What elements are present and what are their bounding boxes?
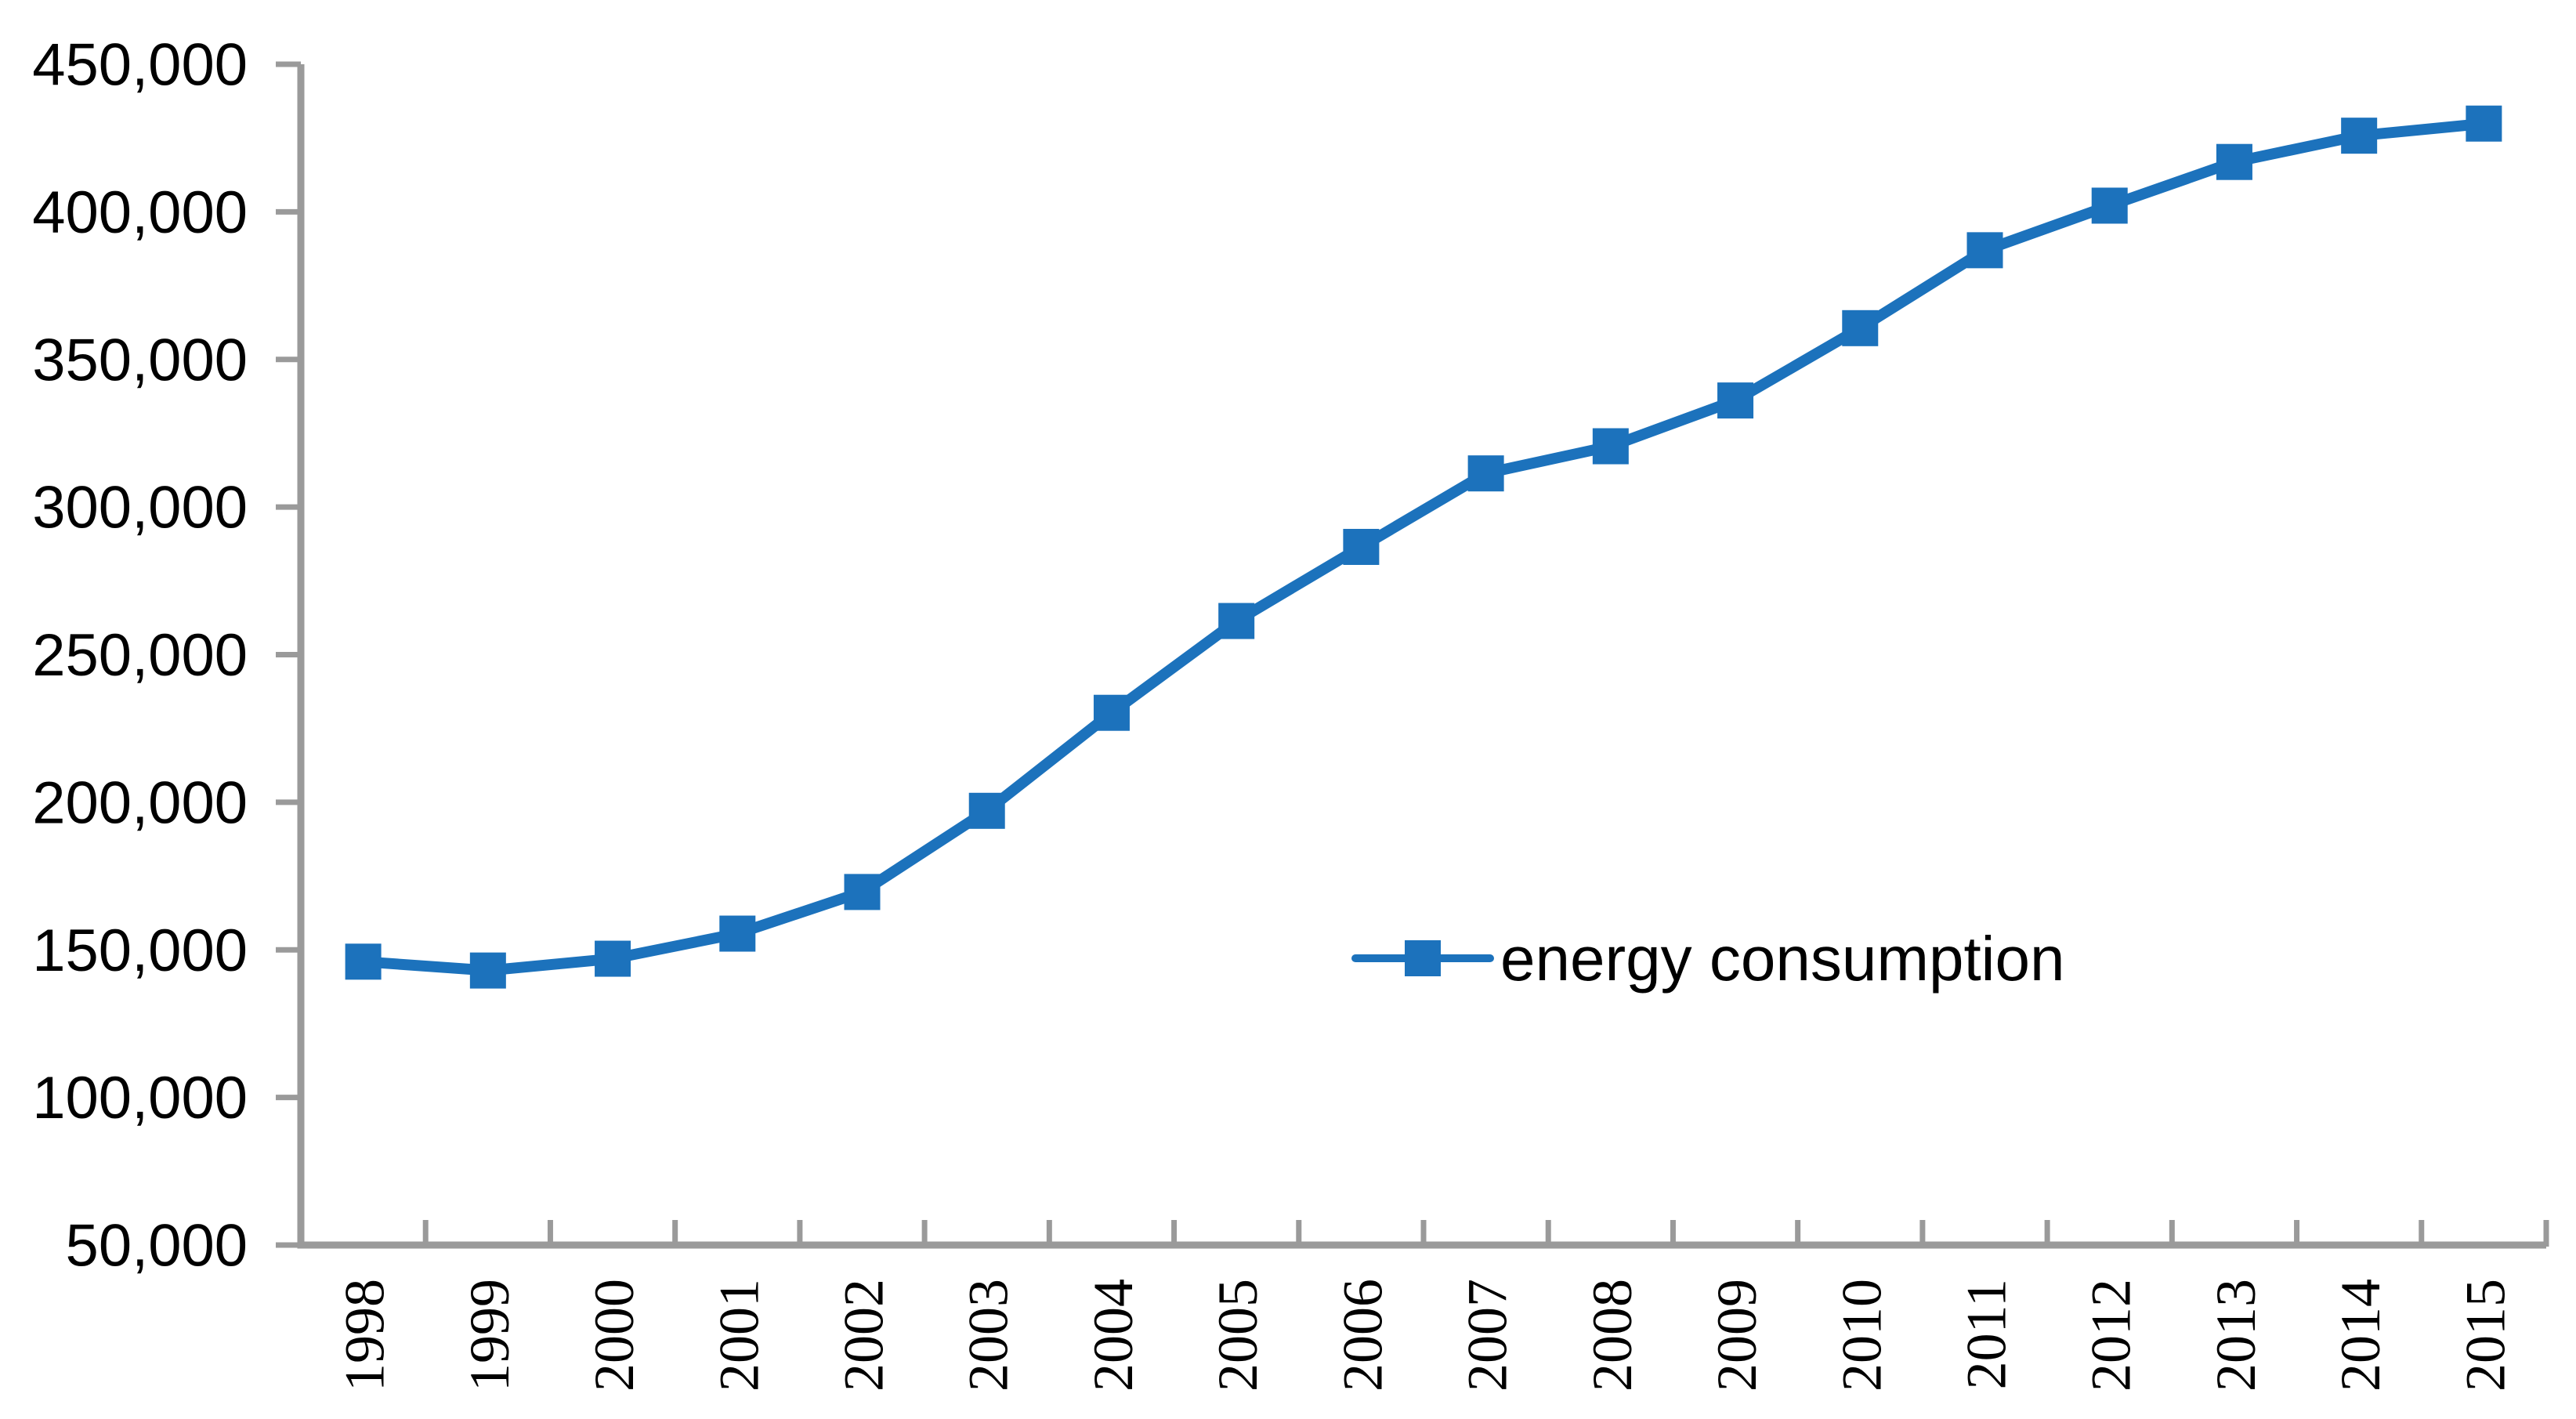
x-tick-label-2014: 2014 <box>2329 1279 2392 1392</box>
marker-2006 <box>1343 528 1380 565</box>
x-tick-label-2005: 2005 <box>1207 1279 1269 1392</box>
marker-2003 <box>968 792 1005 829</box>
marker-2009 <box>1717 382 1754 419</box>
marker-2008 <box>1592 428 1629 465</box>
y-tick-label-300000: 300,000 <box>32 475 248 541</box>
x-tick-label-2009: 2009 <box>1706 1279 1768 1392</box>
x-tick-label-1998: 1998 <box>334 1279 396 1392</box>
marker-2005 <box>1218 603 1255 639</box>
y-tick-label-50000: 50,000 <box>66 1213 248 1280</box>
marker-2015 <box>2466 105 2502 142</box>
marker-2007 <box>1467 455 1504 492</box>
marker-2000 <box>595 940 631 977</box>
marker-2014 <box>2341 118 2378 154</box>
y-tick-label-100000: 100,000 <box>32 1065 248 1131</box>
x-tick-label-2013: 2013 <box>2205 1279 2267 1392</box>
marker-2012 <box>2091 187 2128 224</box>
marker-2011 <box>1966 232 2003 269</box>
x-tick-label-2011: 2011 <box>1956 1279 2018 1389</box>
y-tick-label-200000: 200,000 <box>32 769 248 836</box>
x-tick-label-2008: 2008 <box>1581 1279 1644 1392</box>
x-tick-label-2000: 2000 <box>583 1279 646 1392</box>
x-tick-label-2010: 2010 <box>1830 1279 1893 1392</box>
x-tick-label-2012: 2012 <box>2080 1279 2143 1392</box>
x-tick-label-2007: 2007 <box>1456 1279 1519 1392</box>
y-tick-label-250000: 250,000 <box>32 622 248 689</box>
y-tick-label-150000: 150,000 <box>32 918 248 984</box>
y-tick-label-450000: 450,000 <box>32 32 248 99</box>
marker-1999 <box>469 952 506 989</box>
x-tick-label-2001: 2001 <box>707 1279 770 1392</box>
legend-label: energy consumption <box>1500 924 2064 994</box>
x-tick-label-2006: 2006 <box>1331 1279 1394 1392</box>
marker-2004 <box>1093 694 1130 731</box>
marker-2002 <box>844 874 881 910</box>
legend-marker-icon <box>1405 940 1441 976</box>
series-line-energy-consumption <box>363 118 2485 976</box>
marker-2013 <box>2216 143 2252 180</box>
x-tick-label-2003: 2003 <box>957 1279 1020 1392</box>
y-tick-label-350000: 350,000 <box>32 327 248 393</box>
x-tick-label-1999: 1999 <box>458 1279 521 1392</box>
marker-2010 <box>1842 310 1879 346</box>
x-tick-label-2002: 2002 <box>833 1279 895 1392</box>
y-tick-label-400000: 400,000 <box>32 179 248 246</box>
marker-2001 <box>719 915 756 952</box>
marker-1998 <box>345 943 382 980</box>
x-tick-label-2004: 2004 <box>1082 1279 1145 1392</box>
x-tick-label-2015: 2015 <box>2454 1279 2516 1392</box>
